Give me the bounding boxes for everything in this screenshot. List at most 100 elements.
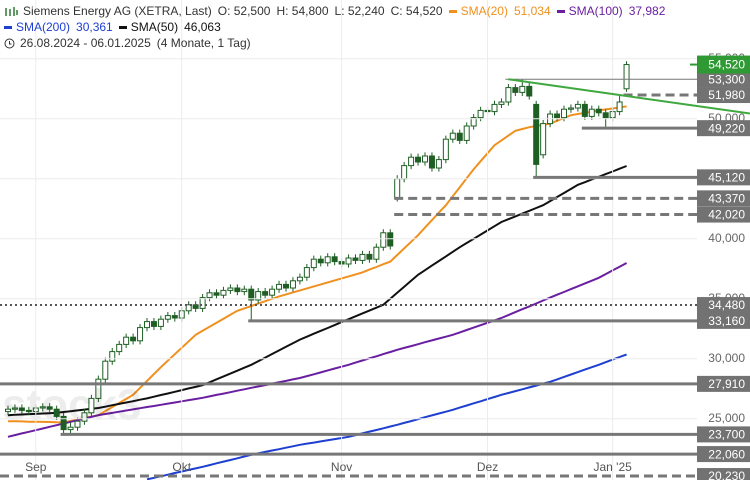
candle-body xyxy=(102,360,109,380)
sma-line xyxy=(7,105,627,424)
candle-body xyxy=(137,327,144,342)
candle-body xyxy=(359,253,366,261)
legend-value: 30,361 xyxy=(76,20,113,34)
candle-body xyxy=(164,315,171,320)
x-tick-label: Sep xyxy=(25,460,47,474)
candle-body xyxy=(616,101,623,113)
level-label-box xyxy=(697,312,750,329)
ohlc-label: L: 52,240 xyxy=(334,4,385,18)
candle-body xyxy=(449,132,456,140)
level-label-box xyxy=(697,446,750,463)
x-tick-label: Jan '25 xyxy=(593,460,632,474)
ohlc-label: C: 54,520 xyxy=(390,4,443,18)
candle-body xyxy=(477,109,484,119)
legend-name: SMA(100) xyxy=(568,4,623,18)
candle-body xyxy=(401,165,408,180)
header-row: 26.08.2024 - 06.01.2025 (4 Monate, 1 Tag) xyxy=(4,35,671,51)
y-tick-label: 30,000 xyxy=(708,351,745,365)
candle-body xyxy=(533,103,540,165)
sma-line xyxy=(146,353,627,480)
last-price-label: 54,520 xyxy=(708,58,745,72)
candle-body xyxy=(310,258,317,269)
level-label: 43,370 xyxy=(708,192,745,206)
candle-body xyxy=(554,113,561,119)
candle-body xyxy=(505,87,512,103)
level-label: 33,160 xyxy=(708,314,745,328)
candle-body xyxy=(470,117,477,127)
candle-body xyxy=(581,103,588,117)
candle-body xyxy=(366,253,373,260)
candle-body xyxy=(602,112,609,119)
chart-title: Siemens Energy AG (XETRA, Last) xyxy=(23,4,212,18)
candle-body xyxy=(220,289,227,296)
candle-body xyxy=(88,397,95,414)
level-label-box xyxy=(697,468,750,480)
legend-name: SMA(50) xyxy=(130,20,179,34)
candle-body xyxy=(526,85,533,97)
candle-body xyxy=(512,87,519,93)
candle-body xyxy=(11,407,18,410)
watermark: stock3 xyxy=(2,381,141,430)
candle-body xyxy=(595,108,602,114)
candle-body xyxy=(60,415,67,431)
candle-body xyxy=(442,138,449,161)
candle-body xyxy=(408,156,415,167)
candle-body xyxy=(415,156,422,163)
candle-body xyxy=(283,283,289,289)
header-row: Siemens Energy AG (XETRA, Last) O: 52,500… xyxy=(4,3,671,19)
level-label: 34,480 xyxy=(708,298,745,312)
legend-swatch xyxy=(556,10,565,14)
level-label-box xyxy=(697,375,750,392)
candle-body xyxy=(234,287,241,293)
level-label: 22,060 xyxy=(708,447,745,461)
candle-body xyxy=(588,108,595,117)
date-range: 26.08.2024 - 06.01.2025 xyxy=(20,36,151,50)
candle-body xyxy=(199,297,206,309)
level-label-box xyxy=(697,71,750,88)
candle-body xyxy=(255,291,262,301)
level-label: 42,020 xyxy=(708,208,745,222)
candle-body xyxy=(289,280,296,289)
candle-body xyxy=(109,351,116,362)
candle-body xyxy=(241,288,248,293)
candle-body xyxy=(39,406,46,409)
candle-body xyxy=(25,409,32,413)
trendline xyxy=(508,78,750,115)
candle-body xyxy=(380,232,387,248)
candle-body xyxy=(18,407,25,411)
level-label: 20,230 xyxy=(708,469,745,480)
candle-body xyxy=(491,103,498,113)
candle-body xyxy=(144,321,150,329)
level-label-box xyxy=(697,206,750,223)
candle-body xyxy=(130,336,137,342)
candle-body xyxy=(227,287,234,291)
legend-name: SMA(200) xyxy=(16,20,71,34)
duration: (4 Monate, 1 Tag) xyxy=(156,36,251,50)
level-label: 23,700 xyxy=(708,428,745,442)
level-label-box xyxy=(697,426,750,443)
legend-swatch xyxy=(448,10,457,14)
level-label: 51,980 xyxy=(708,88,745,102)
candle-body xyxy=(123,336,130,345)
x-tick-label: Dez xyxy=(477,460,498,474)
legend-name: SMA(20) xyxy=(460,4,508,18)
candle-body xyxy=(498,101,505,105)
header-row: SMA(200) 30,361 SMA(50) 46,063 xyxy=(4,19,671,35)
candle-body xyxy=(296,276,303,282)
level-label-box xyxy=(697,190,750,207)
sma-line xyxy=(7,165,627,417)
candle-body xyxy=(463,125,470,141)
candle-body xyxy=(567,107,574,110)
candle-body xyxy=(74,420,81,428)
last-price-box xyxy=(697,55,750,74)
level-label-box xyxy=(697,169,750,186)
candle-body xyxy=(269,288,276,296)
sma-line xyxy=(7,262,628,438)
candle-body xyxy=(352,257,359,261)
legend-value: 37,982 xyxy=(628,4,666,18)
candle-body xyxy=(157,318,164,327)
ohlc-label: O: 52,500 xyxy=(217,4,271,18)
candle-body xyxy=(206,292,213,299)
